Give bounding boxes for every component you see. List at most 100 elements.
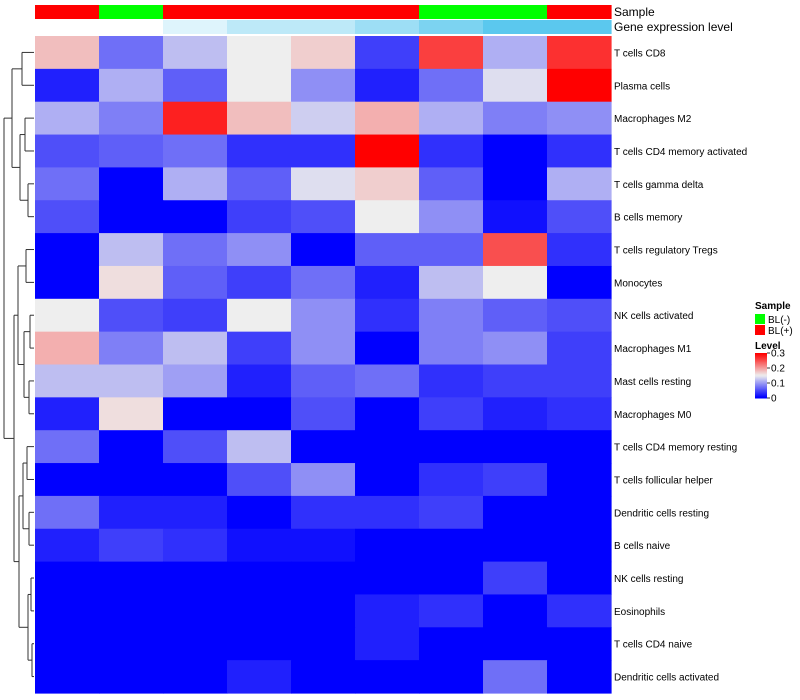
legend-sample-entries: BL(-)BL(+) xyxy=(755,314,793,337)
heatmap-cell xyxy=(483,134,548,168)
heatmap-cell xyxy=(291,36,356,70)
legend-level-gradient-step xyxy=(755,363,767,365)
legend-level-gradient-step xyxy=(755,382,767,384)
row-label: T cells gamma delta xyxy=(614,180,704,191)
heatmap-cell xyxy=(35,430,100,464)
heatmap-cell xyxy=(483,627,548,661)
heatmap-cell xyxy=(227,298,292,333)
heatmap-cell xyxy=(355,627,420,661)
heatmap-cell xyxy=(291,101,356,136)
legend-level-gradient-step xyxy=(755,359,767,362)
sample-annotation-bar xyxy=(35,5,612,19)
heatmap-cell xyxy=(483,233,548,267)
heatmap-cell xyxy=(163,167,228,201)
legend-level-gradient-step xyxy=(755,377,767,380)
heatmap-cell xyxy=(483,298,548,333)
row-label: NK cells activated xyxy=(614,311,693,322)
heatmap-cell xyxy=(163,430,228,464)
heatmap-cell xyxy=(99,233,164,267)
heatmap-cell xyxy=(291,331,356,366)
heatmap-cell xyxy=(355,660,420,694)
legend-level-gradient-step xyxy=(755,366,767,369)
expression-annotation-label: Gene expression level xyxy=(614,20,733,34)
heatmap-cell xyxy=(483,660,548,694)
heatmap-cell xyxy=(547,495,612,530)
heatmap-cell xyxy=(35,561,100,596)
row-label: Macrophages M1 xyxy=(614,344,692,355)
legend-level-gradient-step xyxy=(755,389,767,391)
heatmap-cell xyxy=(291,430,356,464)
heatmap-cell xyxy=(419,561,484,596)
heatmap-cell xyxy=(291,528,356,563)
legend-level-gradient-step xyxy=(755,385,767,388)
legend-level-gradient-step xyxy=(755,381,767,383)
heatmap-cell xyxy=(163,298,228,333)
heatmap-cell xyxy=(227,627,292,661)
heatmap-cell xyxy=(355,233,420,267)
heatmap-cell xyxy=(291,660,356,694)
legend-level-gradient-step xyxy=(755,354,767,356)
sample-annotation-cell xyxy=(35,5,100,19)
heatmap-cell xyxy=(163,331,228,366)
legend-level-gradient-step xyxy=(755,368,767,371)
heatmap-cell xyxy=(227,463,292,497)
legend-level-tick-label: 0.3 xyxy=(771,349,785,360)
row-label: T cells regulatory Tregs xyxy=(614,246,718,257)
heatmap-cell xyxy=(35,397,100,431)
heatmap-cell xyxy=(547,298,612,333)
heatmap-cell xyxy=(355,528,420,563)
heatmap-cell xyxy=(419,200,484,234)
legend-level-gradient-step xyxy=(755,356,767,359)
heatmap-cell xyxy=(35,298,100,333)
heatmap-cell xyxy=(163,627,228,661)
legend-level-gradient-step xyxy=(755,387,767,390)
heatmap-cell xyxy=(99,200,164,234)
heatmap-cell xyxy=(355,331,420,366)
heatmap-cell xyxy=(291,364,356,398)
heatmap-cell xyxy=(35,167,100,201)
legend-level-gradient-step xyxy=(755,364,767,366)
legend-level-gradient-step xyxy=(755,360,767,363)
row-label: T cells CD4 memory activated xyxy=(614,147,747,158)
heatmap-cell xyxy=(419,463,484,497)
heatmap-cell xyxy=(291,200,356,234)
legend-level-gradient: 0.3 0.2 0.1 0 xyxy=(755,349,785,405)
heatmap-cell xyxy=(355,364,420,398)
heatmap-cell xyxy=(227,364,292,398)
heatmap-cell xyxy=(163,495,228,530)
row-label: Dendritic cells activated xyxy=(614,673,719,684)
heatmap-cell xyxy=(227,594,292,628)
sample-annotation-cell xyxy=(355,5,420,19)
heatmap-cell xyxy=(291,298,356,333)
expression-annotation-cell xyxy=(419,20,484,34)
heatmap-cell xyxy=(483,364,548,398)
heatmap-cell xyxy=(291,134,356,168)
heatmap-cell xyxy=(227,233,292,267)
heatmap-cell xyxy=(419,594,484,628)
heatmap-cell xyxy=(419,134,484,168)
heatmap-cell xyxy=(163,528,228,563)
legend-level-gradient-step xyxy=(755,367,767,370)
heatmap-cell xyxy=(227,101,292,136)
heatmap-cell xyxy=(227,430,292,464)
heatmap-cell xyxy=(227,397,292,431)
heatmap-cell xyxy=(419,430,484,464)
legend-level-gradient-step xyxy=(755,394,767,397)
heatmap-cell xyxy=(291,397,356,431)
heatmap-cell xyxy=(99,430,164,464)
heatmap-cell xyxy=(163,660,228,694)
heatmap-cell xyxy=(419,101,484,136)
heatmap-cell xyxy=(99,561,164,596)
heatmap-cell xyxy=(163,101,228,136)
heatmap-cell xyxy=(547,364,612,398)
heatmap-cell xyxy=(483,561,548,596)
heatmap-cell xyxy=(163,594,228,628)
heatmap-cell xyxy=(163,36,228,70)
legend-sample-swatch xyxy=(755,314,765,324)
heatmap-cell xyxy=(483,36,548,70)
heatmap-cell xyxy=(483,463,548,497)
heatmap-cell xyxy=(35,463,100,497)
legend-level-gradient-step xyxy=(755,395,767,398)
legend-level-gradient-step xyxy=(755,384,767,387)
